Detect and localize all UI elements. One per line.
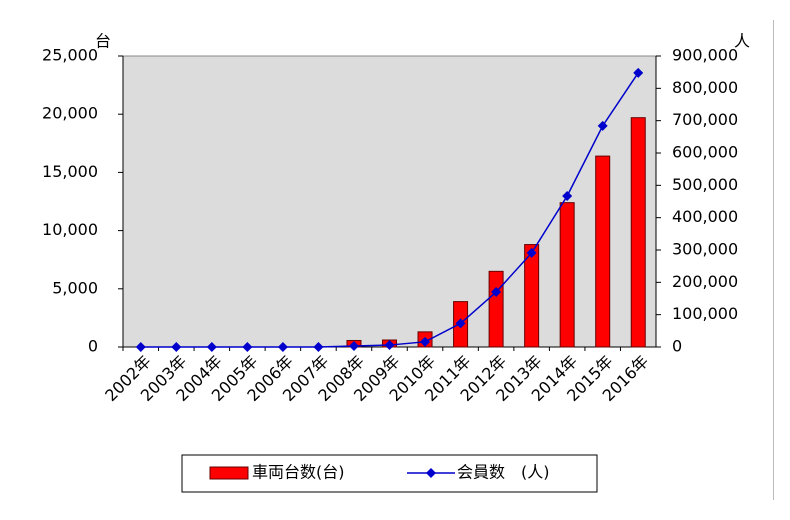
marker (277, 342, 288, 352)
y2-tick-label: 200,000 (672, 272, 738, 291)
y2-tick-label: 500,000 (672, 175, 738, 194)
y2-tick-label: 0 (672, 337, 682, 356)
bar (559, 202, 575, 348)
legend (181, 454, 598, 493)
bar (488, 270, 504, 348)
legend-label: 車両台数(台) (252, 463, 345, 482)
y-tick-label: 15,000 (42, 162, 98, 181)
y-tick-label: 10,000 (42, 220, 98, 239)
marker (562, 191, 573, 202)
legend-label: 会員数 (人) (457, 463, 550, 482)
y2-tick-label: 900,000 (672, 46, 738, 65)
y2-unit: 人 (734, 32, 750, 51)
y-tick-label: 25,000 (42, 46, 98, 65)
bar (524, 244, 540, 348)
marker (135, 342, 146, 352)
y2-tick-label: 600,000 (672, 143, 738, 162)
marker (491, 287, 502, 298)
marker (420, 336, 431, 347)
y2-tick-label: 400,000 (672, 207, 738, 226)
marker (171, 342, 182, 352)
marker (633, 67, 644, 78)
marker (597, 120, 608, 131)
legend-swatch (426, 468, 436, 478)
legend-swatch (209, 466, 249, 480)
marker (384, 340, 395, 351)
y2-tick-label: 800,000 (672, 78, 738, 97)
y-tick-label: 5,000 (52, 278, 98, 297)
y2-tick-label: 700,000 (672, 110, 738, 129)
marker (455, 318, 466, 329)
marker (348, 341, 359, 352)
marker (526, 247, 537, 258)
y-tick-label: 0 (88, 337, 98, 356)
y2-tick-label: 300,000 (672, 240, 738, 259)
y-unit: 台 (95, 32, 111, 51)
bar (630, 117, 646, 348)
marker (313, 342, 324, 352)
bar (595, 155, 611, 348)
y-tick-label: 20,000 (42, 104, 98, 123)
y2-tick-label: 100,000 (672, 304, 738, 323)
marker (242, 342, 253, 352)
plot-area (122, 55, 657, 348)
marker (206, 342, 217, 352)
